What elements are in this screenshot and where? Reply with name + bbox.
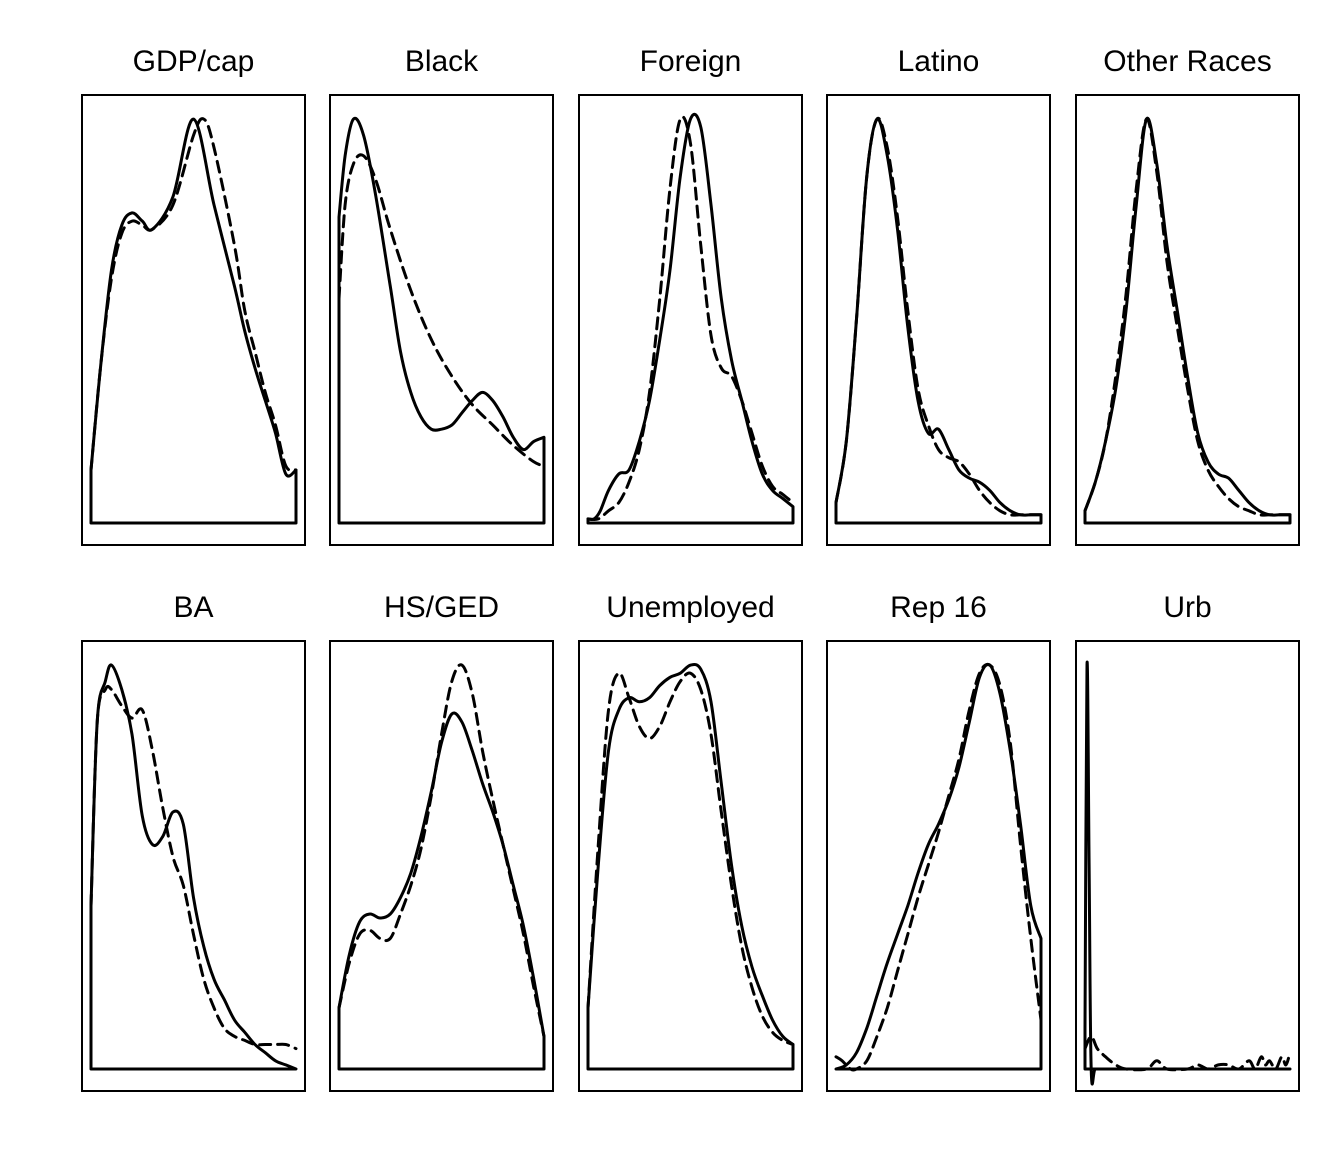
panel-other-races: Other Races: [1075, 45, 1300, 546]
panel-black: Black: [329, 45, 554, 546]
panel-urb: Urb: [1075, 591, 1300, 1092]
panel-title: Foreign: [640, 45, 742, 78]
panel-title: Urb: [1163, 591, 1211, 624]
panel-title: GDP/cap: [133, 45, 255, 78]
dashed-density-curve: [1083, 117, 1292, 517]
dashed-density-curve: [586, 115, 795, 522]
panel-latino: Latino: [826, 45, 1051, 546]
panel-frame: [1075, 94, 1300, 546]
dashed-density-curve: [89, 684, 298, 1051]
panel-frame: [826, 640, 1051, 1092]
panel-unemployed: Unemployed: [578, 591, 803, 1092]
panel-title: Unemployed: [606, 591, 774, 624]
solid-density-curve: [89, 117, 298, 525]
panel-frame: [578, 640, 803, 1092]
panel-frame: [81, 94, 306, 546]
solid-density-curve: [1083, 116, 1292, 525]
panel-gdp-cap: GDP/cap: [81, 45, 306, 546]
dashed-density-curve: [89, 117, 298, 472]
panel-title: Rep 16: [890, 591, 987, 624]
solid-density-curve: [337, 116, 546, 525]
panel-frame: [1075, 640, 1300, 1092]
dashed-density-curve: [834, 662, 1043, 1072]
solid-density-curve: [834, 662, 1043, 1071]
panel-title: Other Races: [1103, 45, 1271, 78]
panel-hs-ged: HS/GED: [329, 591, 554, 1092]
panel-frame: [329, 640, 554, 1092]
panel-foreign: Foreign: [578, 45, 803, 546]
panel-frame: [329, 94, 554, 546]
panel-title: BA: [173, 591, 213, 624]
solid-density-curve: [586, 662, 795, 1071]
panel-title: HS/GED: [384, 591, 499, 624]
panel-frame: [826, 94, 1051, 546]
solid-density-curve: [586, 112, 795, 525]
dashed-density-curve: [586, 671, 795, 1046]
panel-title: Latino: [898, 45, 980, 78]
panel-frame: [81, 640, 306, 1092]
panel-rep-16: Rep 16: [826, 591, 1051, 1092]
panel-frame: [578, 94, 803, 546]
panel-title: Black: [405, 45, 479, 78]
dashed-density-curve: [834, 116, 1043, 517]
dashed-density-curve: [337, 663, 546, 1038]
solid-density-curve: [89, 663, 298, 1071]
dashed-density-curve: [337, 153, 546, 468]
panel-ba: BA: [81, 591, 306, 1092]
solid-density-curve: [1083, 660, 1292, 1086]
dashed-density-curve: [1083, 1034, 1292, 1072]
